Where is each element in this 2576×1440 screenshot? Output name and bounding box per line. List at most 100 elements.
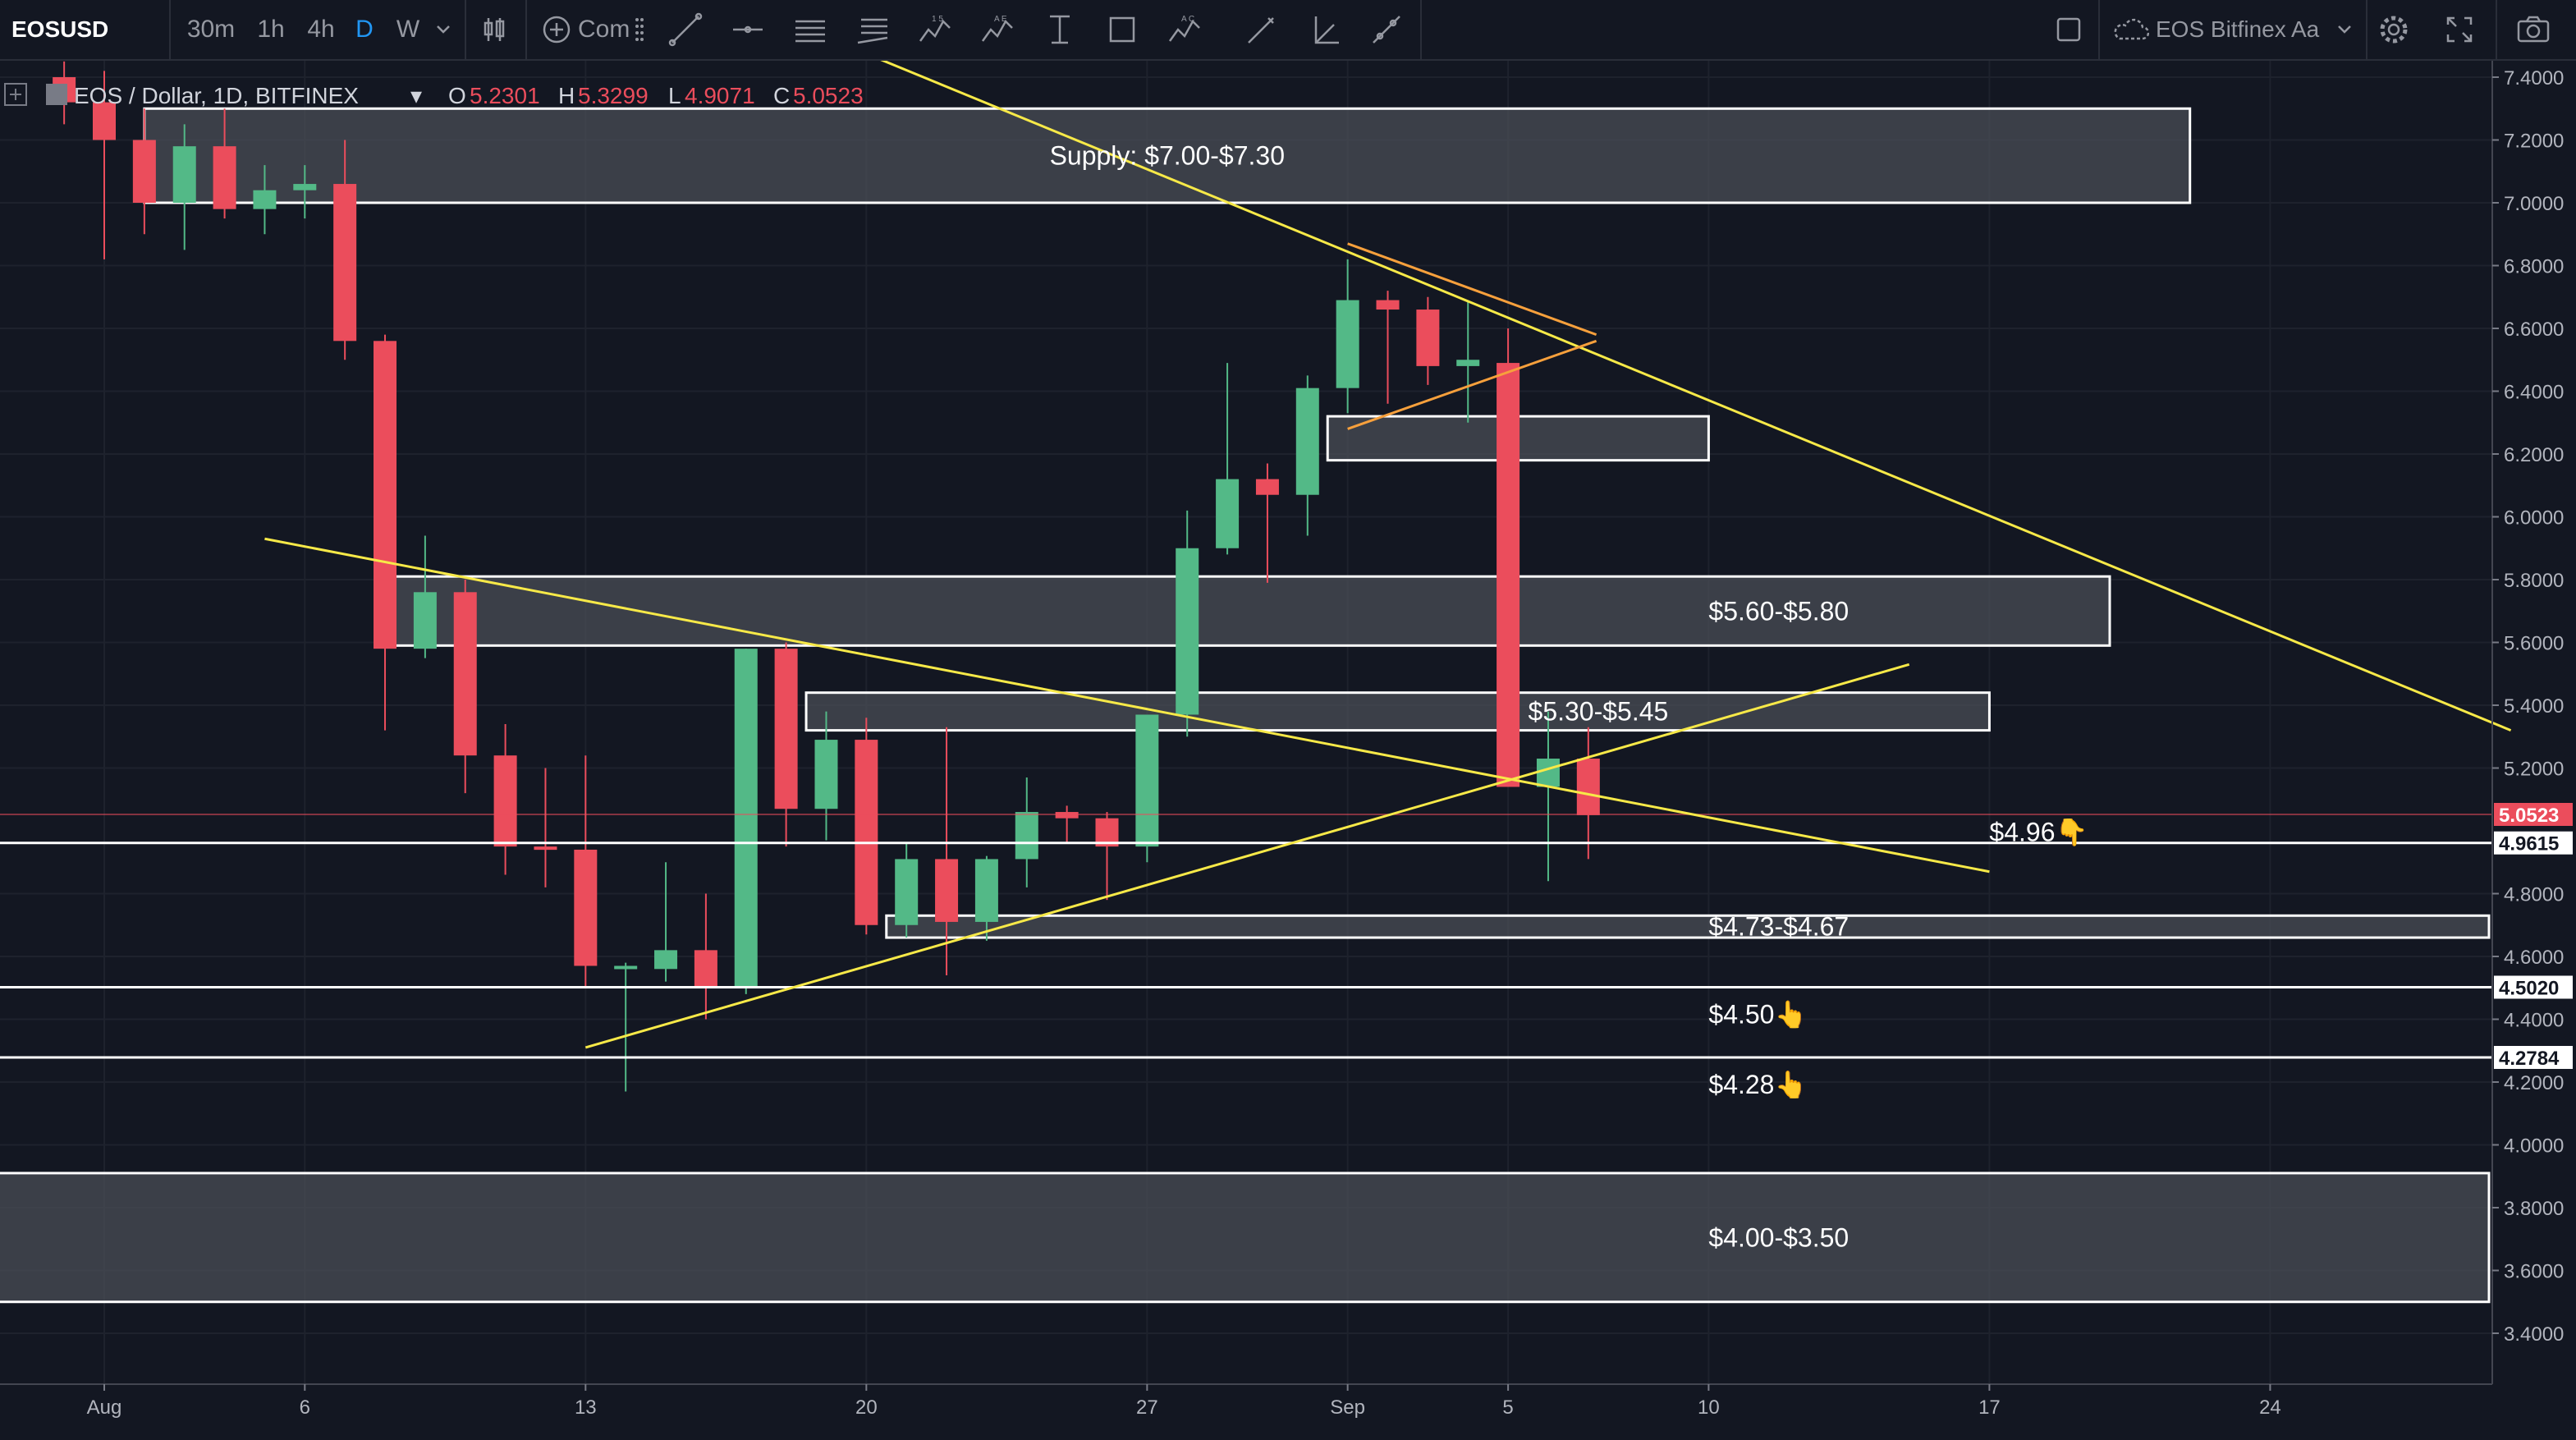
candle-style-icon[interactable] [471, 0, 517, 59]
vertical-line-tool-icon[interactable] [1031, 0, 1089, 59]
parallel-channel-tool-icon[interactable] [782, 0, 839, 59]
level-price-tag-bg [2494, 831, 2573, 855]
supply-zone [383, 575, 2111, 647]
square-icon[interactable] [2047, 0, 2090, 59]
fullscreen-icon[interactable] [2435, 0, 2484, 59]
legend-o-value: 5.2301 [470, 83, 540, 108]
zone-label: $4.73-$4.67 [1708, 912, 1849, 942]
legend-o-label: O [448, 83, 466, 108]
pattern-tool-icon[interactable]: A E [969, 0, 1026, 59]
svg-text:1 5: 1 5 [932, 15, 943, 24]
measure-tool-icon[interactable] [1358, 0, 1415, 59]
candle-body [1295, 388, 1319, 495]
time-tick-label: 27 [1136, 1396, 1158, 1419]
trendlines [264, 61, 2512, 1049]
candle-body [895, 859, 919, 925]
timeframe-w[interactable]: W [396, 16, 420, 43]
time-axis[interactable]: Aug 6 13 20 27 Sep 5 10 17 24 [87, 1384, 2281, 1419]
supply-zones [0, 107, 2491, 1304]
abcd-tool-icon[interactable]: A C [1156, 0, 1213, 59]
price-chart[interactable]: Supply: $7.00-$7.30 $5.60-$5.80 $5.30-$5.4… [0, 61, 2576, 1440]
price-tick-label: 7.0000 [2504, 193, 2564, 215]
candle-body [974, 859, 998, 922]
candle-body [333, 184, 357, 342]
candle-body [1015, 812, 1038, 860]
price-axis[interactable]: 7.4000 7.2000 7.0000 6.8000 6.6000 6.4000 6.20… [2492, 67, 2564, 1346]
cloud-icon[interactable] [2110, 0, 2151, 59]
elliott-wave-tool-icon[interactable]: 1 5 [906, 0, 964, 59]
camera-icon[interactable] [2500, 0, 2566, 59]
trendline [264, 537, 1990, 874]
timeframe-30m[interactable]: 30m [186, 16, 236, 43]
candle-body [374, 341, 397, 649]
supply-zone [885, 914, 2491, 939]
price-tick-label: 4.6000 [2504, 947, 2564, 969]
price-tick-label: 6.6000 [2504, 319, 2564, 341]
trendline [880, 61, 2512, 731]
candle-body [654, 950, 678, 970]
price-tick-label: 6.0000 [2504, 507, 2564, 530]
candle-body [1576, 759, 1600, 815]
candle-body [132, 140, 156, 203]
candle-body [855, 740, 878, 925]
drag-handle-icon[interactable] [629, 0, 650, 59]
level-price-tag: 4.9615 [2499, 833, 2559, 855]
timeframe-4h[interactable]: 4h [307, 16, 335, 43]
candle-body [1135, 714, 1159, 847]
candle-body [774, 649, 798, 809]
compare-button[interactable]: Com [578, 16, 630, 43]
compare-add-icon[interactable] [539, 0, 575, 59]
time-tick-label: 6 [300, 1396, 310, 1419]
price-tick-label: 5.8000 [2504, 570, 2564, 592]
toolbar-divider [465, 0, 466, 59]
chevron-down-icon[interactable] [430, 0, 456, 59]
expand-icon[interactable] [4, 83, 27, 106]
legend-title[interactable]: EOS / Dollar, 1D, BITFINEX [74, 83, 359, 108]
level-label: $4.28👆 [1708, 1070, 1807, 1099]
candle-body [453, 592, 477, 756]
zone-label: $5.60-$5.80 [1708, 596, 1849, 626]
horizontal-line-tool-icon[interactable] [719, 0, 777, 59]
price-tick-label: 4.0000 [2504, 1135, 2564, 1158]
supply-zone [143, 107, 2192, 204]
timeframe-d[interactable]: D [355, 16, 374, 43]
candle-body [1336, 300, 1359, 388]
price-tick-label: 4.8000 [2504, 884, 2564, 906]
candle-body [1376, 300, 1400, 310]
toolbar-divider [525, 0, 527, 59]
toolbar-divider [2098, 0, 2100, 59]
level-price-tag: 4.5020 [2499, 977, 2559, 999]
trend-line-tool-icon[interactable] [657, 0, 714, 59]
wedge-line [1347, 242, 1597, 337]
price-tick-label: 3.4000 [2504, 1323, 2564, 1346]
brush-tool-icon[interactable] [1233, 0, 1290, 59]
legend-dropdown-icon[interactable]: ▾ [410, 83, 422, 108]
symbol-search[interactable]: EOSUSD [11, 16, 109, 42]
current-price-tag: 5.0523 [2499, 805, 2559, 827]
legend-l-value: 4.9071 [685, 83, 755, 108]
price-tags: 5.0523 4.9615 4.5020 4.2784 [2494, 802, 2573, 1070]
candle-body [534, 846, 557, 851]
price-tick-label: 4.4000 [2504, 1010, 2564, 1032]
toolbar-divider [169, 0, 171, 59]
trendline [584, 663, 1910, 1049]
level-price-tag-bg [2494, 1046, 2573, 1070]
price-tick-label: 6.4000 [2504, 382, 2564, 404]
fib-retracement-tool-icon[interactable] [844, 0, 901, 59]
time-tick-label: 20 [855, 1396, 878, 1419]
angle-tool-icon[interactable] [1295, 0, 1353, 59]
time-tick-label: 5 [1502, 1396, 1513, 1419]
gear-icon[interactable] [2369, 0, 2418, 59]
candle-body [213, 146, 236, 209]
candle-body [1216, 479, 1240, 548]
zone-label: $5.30-$5.45 [1529, 697, 1669, 727]
legend-l-label: L [668, 83, 681, 108]
time-tick-label: 10 [1698, 1396, 1720, 1419]
timeframe-1h[interactable]: 1h [257, 16, 285, 43]
layout-name[interactable]: EOS Bitfinex Aa [2156, 16, 2320, 42]
rectangle-tool-icon[interactable] [1093, 0, 1151, 59]
level-label: $4.50👆 [1708, 999, 1807, 1029]
chevron-down-icon[interactable] [2328, 0, 2361, 59]
candle-body [253, 190, 277, 209]
candle-body [1416, 310, 1440, 366]
